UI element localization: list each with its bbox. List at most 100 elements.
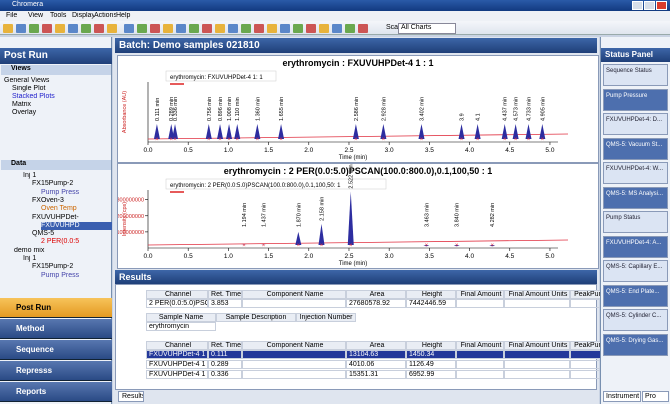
status-item[interactable]: Pump Pressure [603, 88, 668, 111]
menu-item[interactable]: Tools [50, 12, 67, 19]
tab[interactable]: Instrument [603, 391, 641, 402]
toolbar-button[interactable] [163, 24, 173, 33]
window-button[interactable] [632, 1, 643, 10]
table-cell: FXUVUHPDet-4 1 [146, 350, 208, 359]
tree-item[interactable]: Pump Press [41, 188, 80, 196]
toolbar-button[interactable] [345, 24, 355, 33]
tree-item[interactable]: demo mix [14, 246, 45, 254]
tree-item[interactable]: Overlay [12, 109, 37, 116]
x-tick-label: 4.0 [465, 147, 474, 154]
peak-cross: × [420, 137, 424, 143]
table-cell: 0.289 [208, 360, 242, 369]
tree-item[interactable]: General Views [4, 77, 50, 84]
toolbar-button[interactable] [124, 24, 134, 33]
toolbar-button[interactable] [29, 24, 39, 33]
toolbar-button[interactable] [16, 24, 26, 33]
window-button[interactable] [644, 1, 655, 10]
toolbar-button[interactable] [306, 24, 316, 33]
toolbar-button[interactable] [319, 24, 329, 33]
y-tick-label: 300000000 [117, 198, 144, 204]
tree-item[interactable]: Stacked Plots [12, 93, 55, 100]
menu-item[interactable]: Help [116, 12, 131, 19]
toolbar-button[interactable] [215, 24, 225, 33]
tree-item[interactable]: FXUVUHPD [41, 221, 112, 230]
window-button[interactable] [656, 1, 667, 10]
toolbar-button[interactable] [332, 24, 342, 33]
scale-select[interactable]: All Charts [398, 23, 456, 34]
tree-item[interactable]: 2 PER(0.0:5 [41, 238, 80, 246]
tab[interactable]: Pro [642, 391, 669, 402]
nav-button[interactable]: Sequence [0, 340, 112, 360]
tree-item[interactable]: Pump Press [41, 271, 80, 279]
toolbar-button[interactable] [3, 24, 13, 33]
batch-header: Batch: Demo samples 021810 [115, 38, 597, 53]
toolbar-button[interactable] [293, 24, 303, 33]
toolbar-button[interactable] [241, 24, 251, 33]
column-header: Final Amount Units [504, 341, 570, 350]
table-cell: 1126.49 [406, 360, 456, 369]
nav-button[interactable]: Post Run [0, 298, 112, 318]
legend-box [165, 178, 387, 190]
column-header: Injection Number [296, 313, 356, 322]
nav-button[interactable]: Method [0, 319, 112, 339]
menu-item[interactable]: Actions [94, 12, 116, 19]
menu-item[interactable]: View [28, 12, 44, 19]
toolbar-button[interactable] [202, 24, 212, 33]
status-item[interactable]: QMS-5: Capillary E... [603, 260, 668, 282]
column-header: Component Name [242, 290, 346, 299]
peak-label: 3.402 min [419, 97, 425, 121]
table-cell: 7442446.59 [406, 299, 456, 308]
toolbar-button[interactable] [107, 24, 117, 33]
status-item[interactable]: QMS-5: End Plate... [603, 284, 668, 307]
toolbar-button[interactable] [228, 24, 238, 33]
tab[interactable]: Results [118, 391, 144, 402]
toolbar-button[interactable] [280, 24, 290, 33]
peak-label: 2.158 min [319, 197, 325, 221]
tree-item[interactable]: FX15Pump-2 [32, 263, 74, 271]
toolbar-button[interactable] [94, 24, 104, 33]
row-pointer [138, 370, 146, 379]
toolbar-button[interactable] [137, 24, 147, 33]
toolbar-button[interactable] [42, 24, 52, 33]
peak-label: 2.586 min [354, 97, 360, 121]
menu-item[interactable]: Display [72, 12, 94, 19]
tree-item[interactable]: FX15Pump-2 [32, 180, 74, 188]
tree-item[interactable]: QMS-5 [32, 230, 55, 238]
toolbar-button[interactable] [267, 24, 277, 33]
column-header: Final Amount Units [504, 290, 570, 299]
status-item[interactable]: QMS-5: Drying Gas... [603, 333, 668, 356]
status-item[interactable]: Sequence Status [603, 64, 668, 86]
table-cell: FXUVUHPDet-4 1 [146, 360, 208, 369]
tree-item[interactable]: Inj 1 [23, 255, 37, 262]
status-item[interactable]: FXUVUHPDet-4: W... [603, 162, 668, 184]
toolbar-button[interactable] [68, 24, 78, 33]
tree-item[interactable]: Inj 1 [23, 172, 37, 179]
column-header: Final Amount [456, 341, 504, 350]
status-item[interactable]: FXUVUHPDet-4: D... [603, 113, 668, 135]
peak-label: 1.110 min [235, 97, 241, 121]
tree-item[interactable]: Oven Temp [41, 205, 77, 213]
table-cell [504, 370, 570, 379]
status-item[interactable]: QMS-5: MS Analysi... [603, 186, 668, 209]
nav-button[interactable]: Represss [0, 361, 112, 381]
tree-item[interactable]: Single Plot [12, 85, 46, 92]
status-item[interactable]: QMS-5: Vacuum St... [603, 137, 668, 160]
toolbar-button[interactable] [358, 24, 368, 33]
tree-item[interactable]: FXUVUHPDet- [32, 213, 79, 221]
tree-item[interactable]: Matrix [12, 101, 32, 108]
toolbar-button[interactable] [81, 24, 91, 33]
status-item[interactable]: FXUVUHPDet-4: A... [603, 235, 668, 258]
status-item[interactable]: QMS-5: Cylinder C... [603, 309, 668, 331]
toolbar-button[interactable] [55, 24, 65, 33]
menu-item[interactable]: File [6, 12, 18, 19]
peak [501, 124, 508, 139]
toolbar-button[interactable] [176, 24, 186, 33]
toolbar-button[interactable] [189, 24, 199, 33]
tree-item[interactable]: FXOven-3 [32, 196, 64, 204]
nav-button[interactable]: Reports [0, 382, 112, 402]
peak [474, 124, 481, 139]
status-item[interactable]: Pump Status [603, 211, 668, 233]
toolbar-button[interactable] [150, 24, 160, 33]
toolbar-button[interactable] [254, 24, 264, 33]
